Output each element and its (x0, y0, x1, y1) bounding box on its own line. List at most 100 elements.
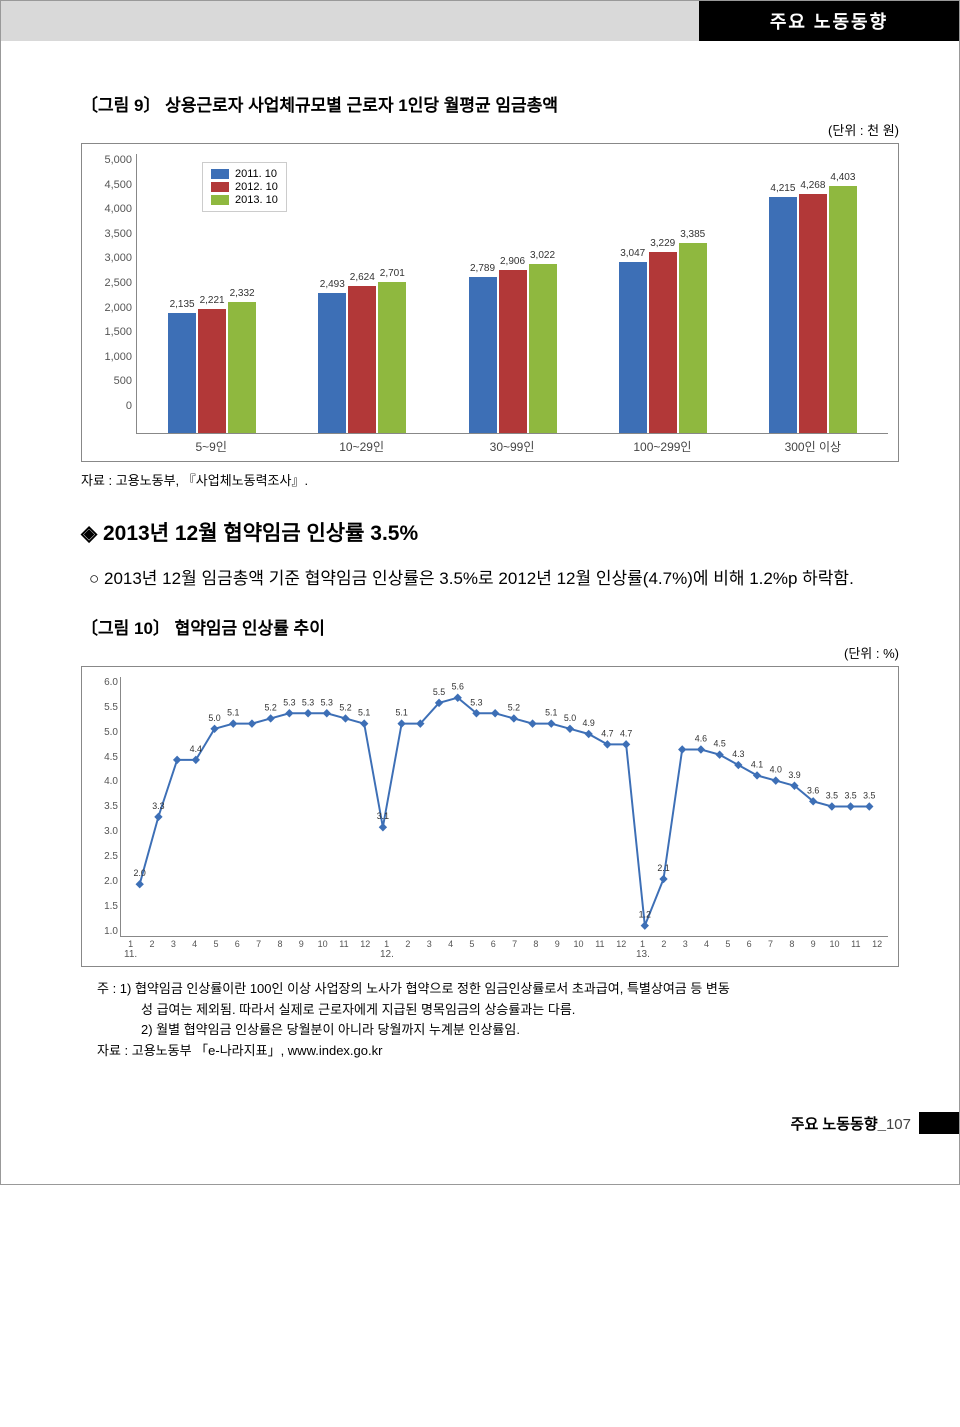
svg-text:5.1: 5.1 (395, 707, 407, 717)
svg-text:4.0: 4.0 (770, 764, 782, 774)
svg-text:2.0: 2.0 (134, 868, 146, 878)
bar-x-label: 30~99인 (437, 438, 587, 455)
svg-text:3.5: 3.5 (863, 790, 875, 800)
line-x-labels: 1234567891011121234567891011121234567891… (120, 939, 888, 949)
footer: 주요 노동동향_107 (1, 1112, 959, 1134)
line-year-label: 12. (376, 949, 401, 960)
figure10-unit: (단위 : %) (81, 643, 899, 662)
line-x-label: 4 (184, 939, 205, 949)
legend-item: 2013. 10 (211, 194, 278, 206)
line-x-label: 2 (653, 939, 674, 949)
bar-x-label: 100~299인 (587, 438, 737, 455)
line-x-label: 8 (781, 939, 802, 949)
bar-value-label: 2,493 (320, 279, 345, 290)
svg-text:5.3: 5.3 (302, 697, 314, 707)
line-x-label: 1 (376, 939, 397, 949)
line-x-label: 9 (803, 939, 824, 949)
section-paragraph: ○ 2013년 12월 임금총액 기준 협약임금 인상률은 3.5%로 2012… (81, 565, 899, 594)
bar-x-label: 300인 이상 (738, 438, 888, 455)
line-x-label: 2 (141, 939, 162, 949)
bar: 2,701 (378, 282, 406, 433)
svg-text:3.9: 3.9 (788, 770, 800, 780)
bar: 2,789 (469, 277, 497, 433)
bar-value-label: 4,268 (800, 180, 825, 191)
line-x-label: 1 (632, 939, 653, 949)
svg-text:4.4: 4.4 (190, 744, 202, 754)
figure9-unit: (단위 : 천 원) (81, 120, 899, 139)
bar: 2,493 (318, 293, 346, 433)
footer-black-block (919, 1112, 959, 1134)
line-year-label: 11. (120, 949, 145, 960)
footer-page: 107 (886, 1116, 911, 1133)
bar: 3,229 (649, 252, 677, 433)
note-line-1: 주 : 1) 협약임금 인상률이란 100인 이상 사업장의 노사가 협약으로 … (97, 979, 899, 1000)
bar-value-label: 2,624 (350, 272, 375, 283)
bar-group: 2,4932,6242,701 (287, 282, 437, 433)
bar-group: 4,2154,2684,403 (738, 186, 888, 433)
bar: 4,215 (769, 197, 797, 433)
figure9-source: 자료 : 고용노동부, 『사업체노동력조사』. (81, 470, 899, 489)
figure10-chart: 6.05.55.04.54.03.53.02.52.01.51.0 2.03.3… (81, 666, 899, 967)
svg-text:3.5: 3.5 (844, 790, 856, 800)
bar-value-label: 2,332 (230, 288, 255, 299)
line-x-label: 6 (739, 939, 760, 949)
line-y-axis: 6.05.55.04.54.03.53.02.52.01.51.0 (92, 677, 118, 937)
svg-text:4.3: 4.3 (732, 749, 744, 759)
bar: 2,221 (198, 309, 226, 433)
line-x-label: 4 (440, 939, 461, 949)
bar-value-label: 2,906 (500, 256, 525, 267)
line-x-label: 12 (611, 939, 632, 949)
bar: 2,332 (228, 302, 256, 433)
figure9-title: 〔그림 9〕 상용근로자 사업체규모별 근로자 1인당 월평균 임금총액 (81, 91, 899, 116)
bar: 3,022 (529, 264, 557, 433)
line-x-label: 4 (696, 939, 717, 949)
legend-item: 2012. 10 (211, 181, 278, 193)
svg-text:4.7: 4.7 (601, 728, 613, 738)
svg-text:5.1: 5.1 (358, 707, 370, 717)
svg-text:3.1: 3.1 (377, 811, 389, 821)
svg-text:4.9: 4.9 (583, 718, 595, 728)
svg-text:5.0: 5.0 (208, 713, 220, 723)
bar-chart-wrap: 05001,0001,5002,0002,5003,0003,5004,0004… (92, 154, 888, 434)
svg-text:4.6: 4.6 (695, 733, 707, 743)
bar-value-label: 3,229 (650, 238, 675, 249)
bar-legend: 2011. 102012. 102013. 10 (202, 162, 287, 212)
svg-text:4.7: 4.7 (620, 728, 632, 738)
line-x-label: 10 (568, 939, 589, 949)
bar-value-label: 3,047 (620, 248, 645, 259)
footer-section-label: 주요 노동동향 (791, 1116, 878, 1133)
svg-text:5.2: 5.2 (265, 702, 277, 712)
bar-x-labels: 5~9인10~29인30~99인100~299인300인 이상 (136, 438, 888, 455)
line-year-row: 11.12.13. (120, 949, 888, 960)
figure10-source: 자료 : 고용노동부 「e-나라지표」, www.index.go.kr (97, 1041, 899, 1062)
bar: 3,385 (679, 243, 707, 433)
line-x-label: 11 (333, 939, 354, 949)
line-x-label: 6 (227, 939, 248, 949)
svg-text:5.2: 5.2 (508, 702, 520, 712)
content: 〔그림 9〕 상용근로자 사업체규모별 근로자 1인당 월평균 임금총액 (단위… (1, 41, 959, 1082)
line-x-label: 8 (525, 939, 546, 949)
bar-value-label: 2,789 (470, 263, 495, 274)
svg-text:5.5: 5.5 (433, 687, 445, 697)
line-x-label: 3 (163, 939, 184, 949)
bar-value-label: 2,701 (380, 268, 405, 279)
bar-x-label: 10~29인 (286, 438, 436, 455)
note-line-2: 성 급여는 제외됨. 따라서 실제로 근로자에게 지급된 명목임금의 상승률과는… (97, 1000, 899, 1021)
svg-text:5.2: 5.2 (339, 702, 351, 712)
bar-value-label: 3,385 (680, 229, 705, 240)
svg-text:3.6: 3.6 (807, 785, 819, 795)
svg-text:4.5: 4.5 (713, 739, 725, 749)
bar: 3,047 (619, 262, 647, 433)
line-svg: 2.03.34.45.05.15.25.35.35.35.25.13.15.15… (120, 677, 888, 937)
line-x-label: 3 (419, 939, 440, 949)
svg-text:2.1: 2.1 (657, 863, 669, 873)
bar-value-label: 4,403 (830, 172, 855, 183)
bar: 4,268 (799, 194, 827, 433)
line-x-label: 7 (504, 939, 525, 949)
line-x-label: 12 (355, 939, 376, 949)
line-x-label: 10 (312, 939, 333, 949)
bar-group: 2,1352,2212,332 (137, 302, 287, 433)
svg-text:5.3: 5.3 (283, 697, 295, 707)
svg-text:3.5: 3.5 (826, 790, 838, 800)
bar-x-label: 5~9인 (136, 438, 286, 455)
